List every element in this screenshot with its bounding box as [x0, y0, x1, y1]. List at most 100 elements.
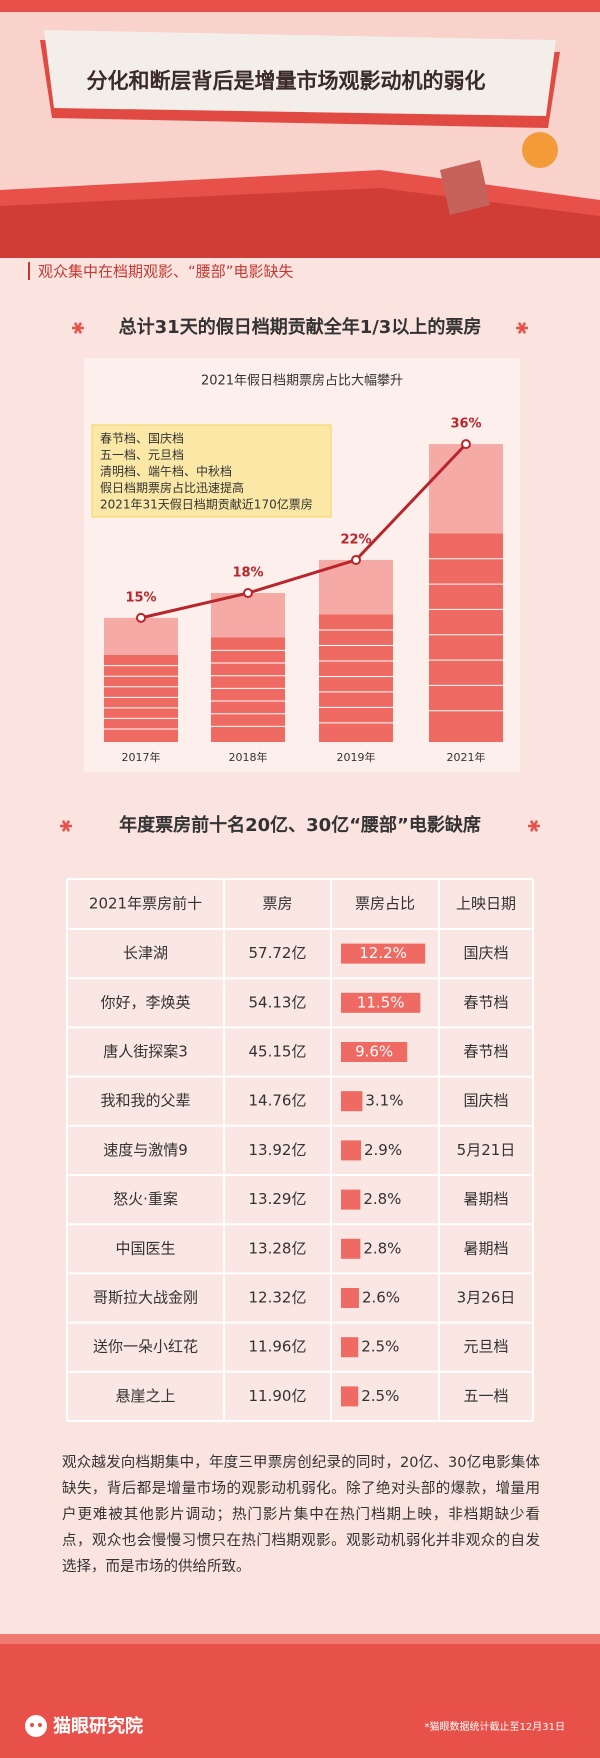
share-label: 11.5%	[357, 993, 405, 1011]
line-point	[243, 588, 253, 599]
section-icon	[529, 820, 539, 832]
subtitle: 观众集中在档期观影、“腰部”电影缺失	[38, 263, 294, 281]
line	[140, 443, 468, 620]
share-bar	[341, 1189, 361, 1210]
share-label: 12.2%	[359, 944, 407, 962]
release: 国庆档	[463, 944, 508, 962]
gross: 14.76亿	[249, 1092, 307, 1110]
sign	[44, 30, 556, 116]
film-name: 速度与激情9	[103, 1141, 188, 1159]
annotation-line: 2021年31天假日档期贡献近170亿票房	[100, 497, 313, 512]
line-point	[351, 554, 361, 565]
line-point	[136, 612, 146, 623]
release: 暑期档	[463, 1190, 508, 1208]
data-label: 15%	[125, 590, 156, 605]
release: 春节档	[463, 1043, 508, 1061]
share-bar	[341, 1042, 408, 1062]
section-title: 总计31天的假日档期贡献全年1/3以上的票房	[119, 316, 482, 338]
share-bar	[341, 1386, 359, 1407]
release: 五一档	[463, 1387, 508, 1405]
share-bar	[341, 992, 421, 1013]
data-label: 36%	[450, 417, 481, 432]
table-header: 上映日期	[456, 895, 516, 913]
header-strip	[0, 0, 600, 12]
gross: 13.28亿	[249, 1239, 307, 1257]
gross: 11.96亿	[249, 1338, 307, 1356]
section-icon	[61, 820, 71, 832]
film-name: 中国医生	[115, 1239, 175, 1257]
annotation-box	[91, 424, 332, 518]
film-name: 你好，李焕英	[100, 993, 190, 1011]
share-label: 2.8%	[363, 1190, 401, 1208]
share-bar	[341, 1091, 363, 1112]
data-label: 18%	[232, 566, 263, 581]
section-icon	[73, 322, 83, 334]
film-name: 长津湖	[123, 944, 168, 962]
line-point	[461, 439, 471, 450]
share-label: 2.9%	[364, 1141, 402, 1159]
share-label: 2.6%	[362, 1289, 400, 1307]
film-name: 我和我的父辈	[100, 1092, 190, 1110]
logo-eye	[30, 1723, 34, 1727]
x-tick-label: 2021年	[447, 750, 486, 764]
gross: 12.32亿	[249, 1289, 307, 1307]
gross: 13.92亿	[249, 1141, 307, 1159]
annotation-line: 五一档、元旦档	[100, 448, 184, 462]
page-title: 分化和断层背后是增量市场观影动机的弱化	[87, 69, 486, 93]
bar	[104, 617, 178, 742]
release: 暑期档	[463, 1239, 508, 1257]
gross: 11.90亿	[249, 1387, 307, 1405]
share-label: 3.1%	[365, 1092, 403, 1110]
gross: 45.15亿	[249, 1043, 307, 1061]
film-name: 送你一朵小红花	[93, 1338, 198, 1356]
logo-eye	[38, 1723, 42, 1727]
share-bar	[341, 943, 426, 964]
annotation-line: 春节档、国庆档	[100, 432, 184, 446]
subtitle-bar	[28, 262, 30, 280]
section-icon	[517, 322, 527, 334]
footer-brand: 猫眼研究院	[53, 1715, 143, 1737]
film-name: 唐人街探案3	[103, 1043, 188, 1061]
table-header: 票房占比	[355, 895, 415, 913]
release: 3月26日	[457, 1289, 516, 1307]
data-label: 22%	[340, 532, 371, 547]
share-label: 2.5%	[361, 1387, 399, 1405]
table-bg	[67, 879, 533, 1421]
footer-note: *猫眼数据统计截止至12月31日	[425, 1720, 565, 1733]
gross: 57.72亿	[249, 944, 307, 962]
footer-bg	[0, 1634, 600, 1758]
share-bar	[341, 1238, 361, 1259]
release: 春节档	[463, 993, 508, 1011]
x-tick-label: 2018年	[229, 750, 268, 764]
bar	[211, 593, 285, 742]
share-label: 2.8%	[363, 1239, 401, 1257]
film-name: 怒火·重案	[113, 1190, 178, 1208]
table-header: 票房	[262, 895, 292, 913]
x-tick-label: 2017年	[122, 750, 161, 764]
chart-title: 2021年假日档期票房占比大幅攀升	[201, 373, 403, 389]
annotation-line: 假日档期票房占比迅速提高	[100, 480, 244, 495]
share-bar	[341, 1288, 359, 1308]
annotation-line: 清明档、端午档、中秋档	[100, 464, 232, 479]
header-figure	[522, 132, 558, 168]
share-bar	[341, 1337, 359, 1358]
release: 5月21日	[457, 1141, 516, 1159]
release: 国庆档	[463, 1092, 508, 1110]
gross: 13.29亿	[249, 1190, 307, 1208]
share-bar	[341, 1140, 362, 1161]
share-label: 9.6%	[355, 1043, 393, 1061]
logo-icon	[25, 1715, 47, 1737]
paragraph: 观众越发向档期集中，年度三甲票房创纪录的同时，20亿、30亿电影集体缺失，背后都…	[62, 1455, 540, 1575]
bar	[429, 444, 503, 742]
footer-strip	[0, 1634, 600, 1644]
header-box	[440, 160, 490, 215]
release: 元旦档	[463, 1338, 508, 1356]
table-header: 2021年票房前十	[89, 895, 202, 913]
film-name: 悬崖之上	[115, 1387, 175, 1405]
x-tick-label: 2019年	[337, 750, 376, 764]
section-title: 年度票房前十名20亿、30亿“腰部”电影缺席	[119, 814, 481, 836]
film-name: 哥斯拉大战金刚	[93, 1289, 198, 1307]
bar	[319, 559, 393, 742]
